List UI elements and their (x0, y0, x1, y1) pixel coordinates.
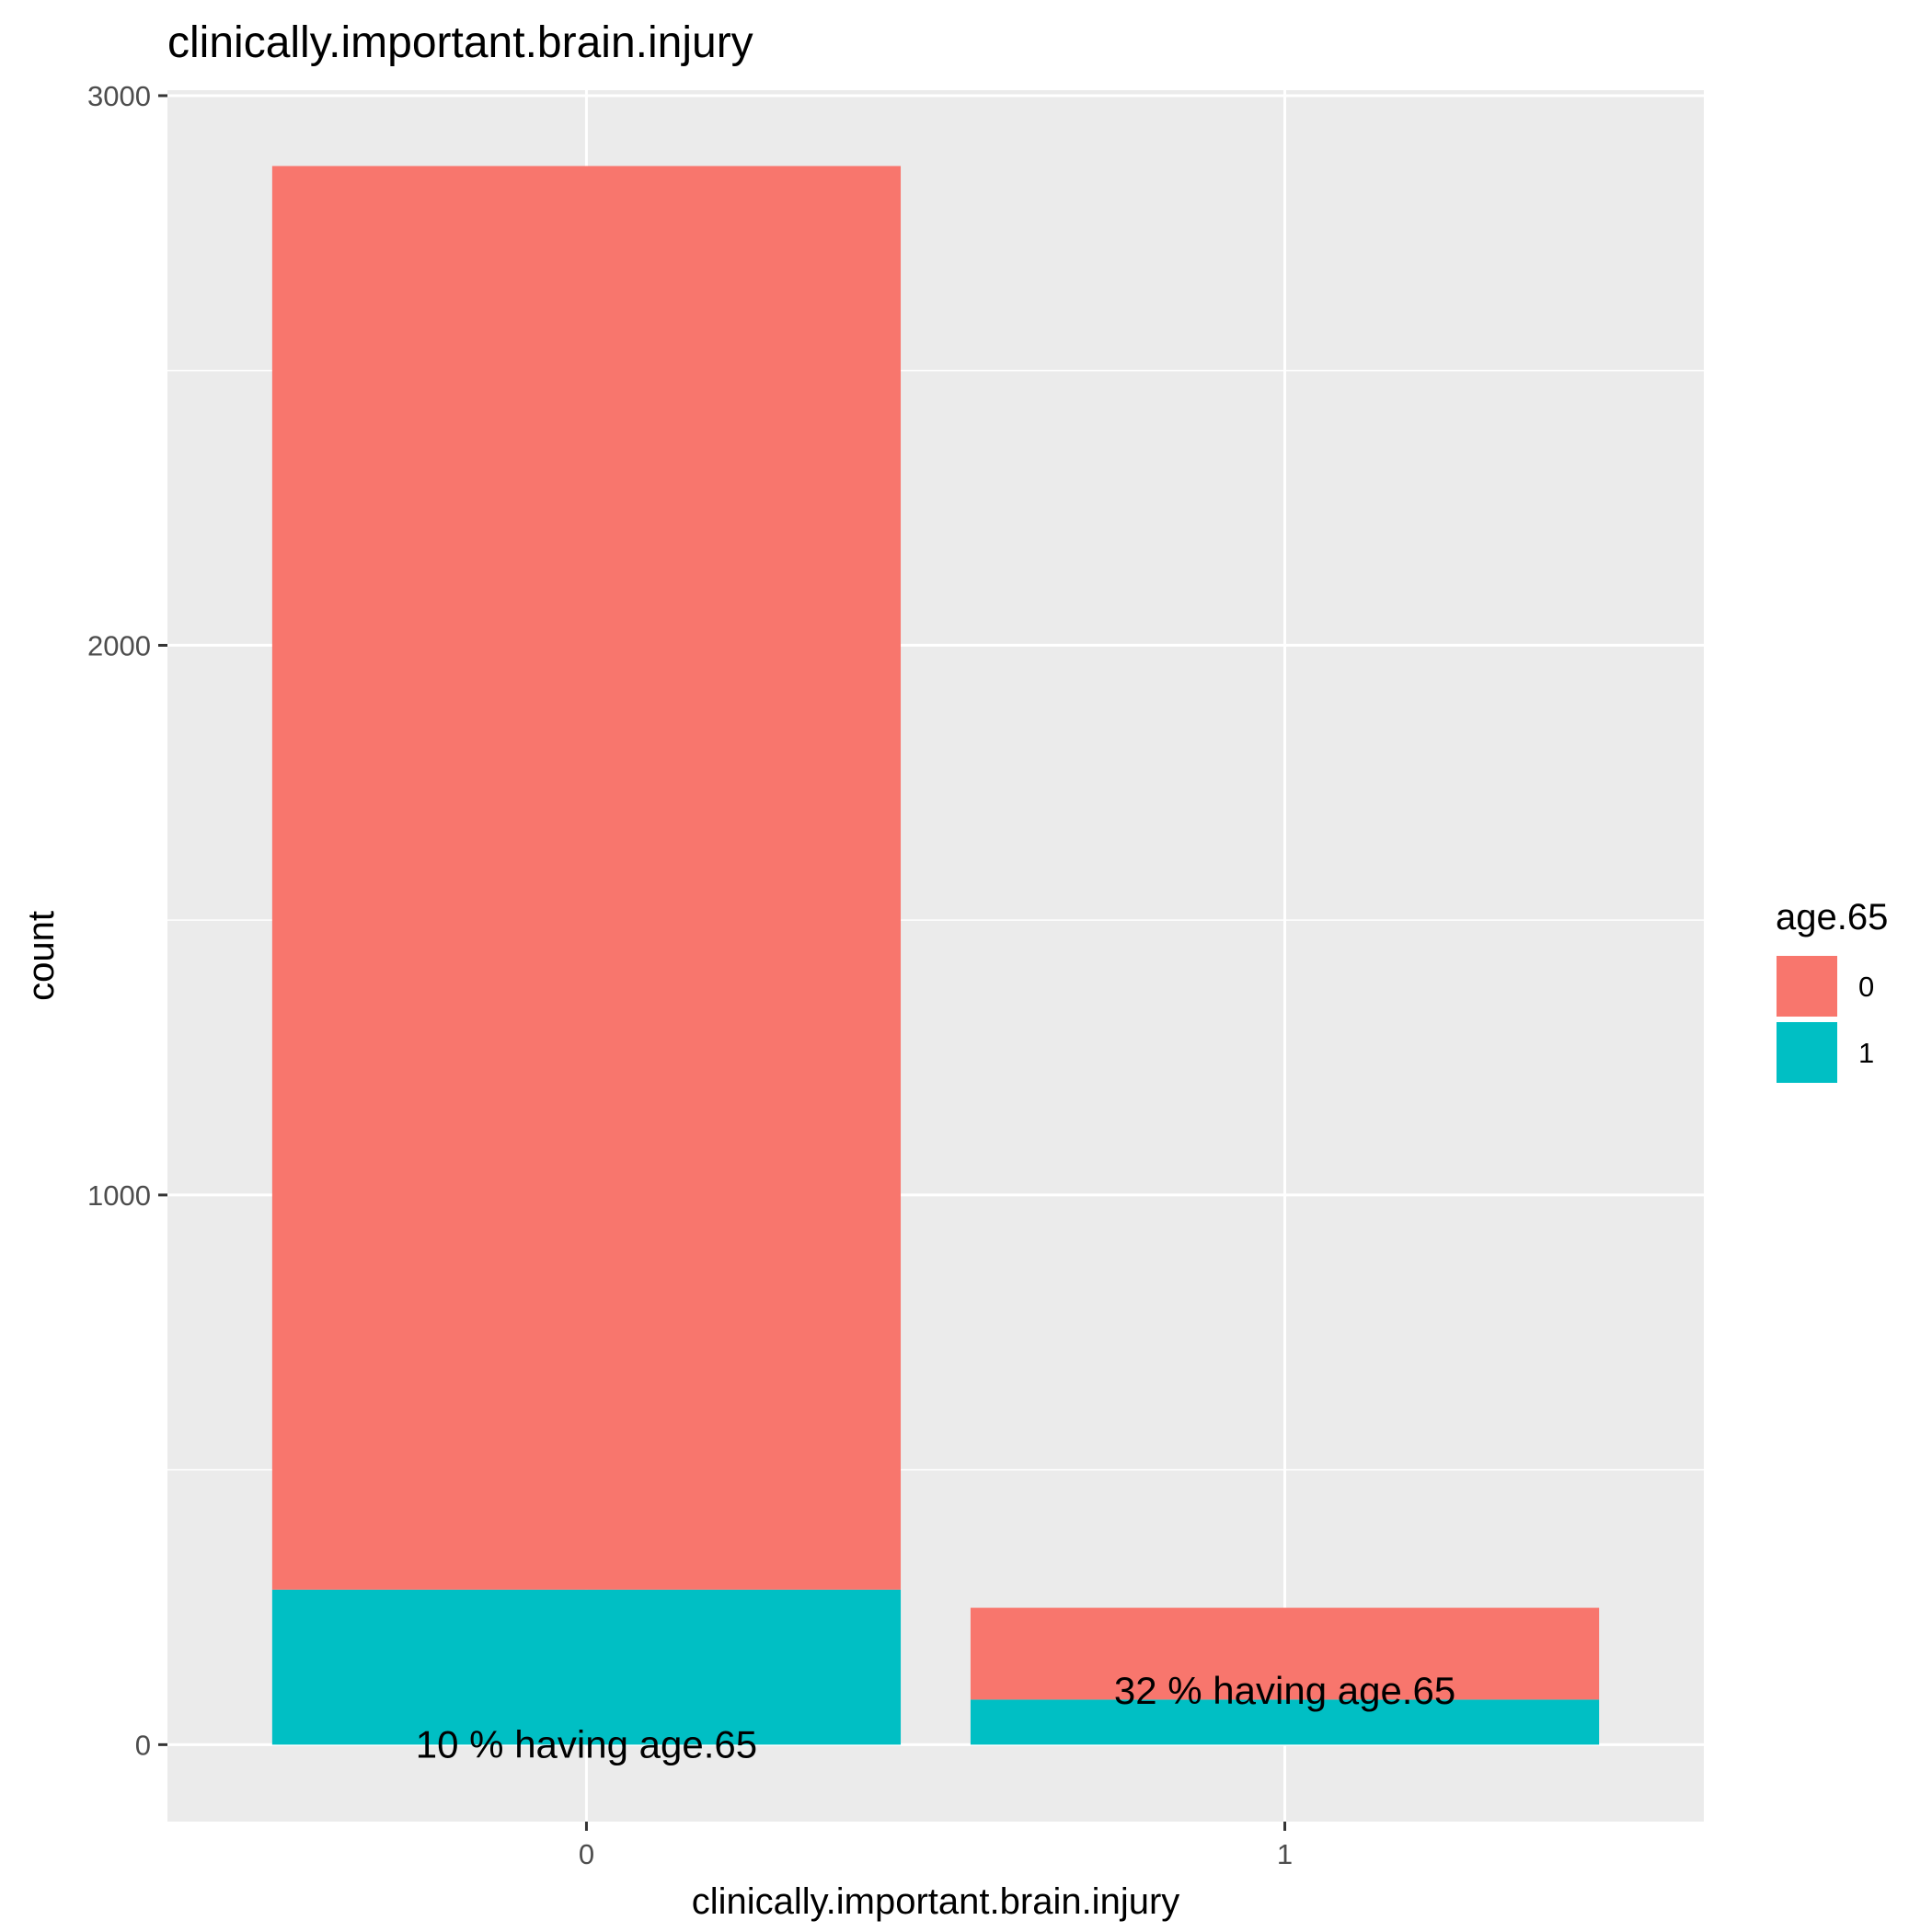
bar-1-age65-1 (970, 1699, 1600, 1745)
y-tick-label: 1000 (87, 1179, 151, 1212)
annotations: 10 % having age.65 32 % having age.65 (416, 1669, 1455, 1766)
bar-1-age65-0 (970, 1607, 1600, 1700)
x-tick-label: 0 (579, 1838, 594, 1870)
chart-title: clinically.important.brain.injury (167, 18, 753, 67)
y-tick-label: 3000 (87, 80, 151, 112)
x-tick-label: 1 (1277, 1838, 1293, 1870)
bars (271, 166, 1600, 1745)
annotation-label: 10 % having age.65 (416, 1722, 757, 1765)
y-axis-title: count (21, 911, 62, 1001)
bar-0-age65-0 (271, 166, 902, 1590)
legend-label: 1 (1858, 1037, 1874, 1069)
legend-label: 0 (1858, 971, 1874, 1003)
legend: age.65 0 1 (1775, 897, 1888, 1085)
legend-key-0 (1775, 954, 1839, 1018)
y-tick-label: 2000 (87, 629, 151, 661)
annotation-label: 32 % having age.65 (1114, 1669, 1455, 1712)
bar-0-age65-1 (271, 1589, 902, 1745)
y-axis: 0 1000 2000 3000 (87, 80, 167, 1761)
legend-title: age.65 (1776, 897, 1888, 937)
x-axis-title: clinically.important.brain.injury (692, 1881, 1180, 1922)
legend-key-1 (1775, 1020, 1839, 1085)
y-tick-label: 0 (135, 1729, 151, 1761)
